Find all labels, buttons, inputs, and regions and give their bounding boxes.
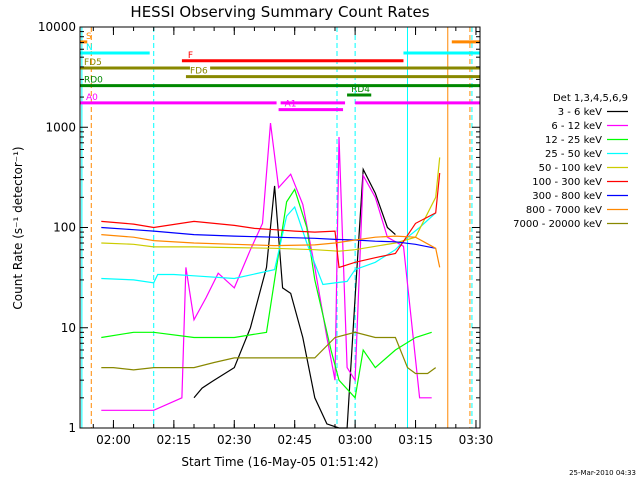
- x-tick-label: 02:30: [217, 433, 252, 447]
- legend-entry-label: 50 - 100 keV: [539, 163, 603, 174]
- x-tick-label: 02:00: [96, 433, 131, 447]
- legend: Det 1,3,4,5,6,9 3 - 6 keV 6 - 12 keV 12 - …: [513, 93, 628, 230]
- flag-label: N: [86, 43, 93, 53]
- x-tick-label: 02:15: [157, 433, 192, 447]
- y-tick-label: 10000: [38, 20, 76, 34]
- series-line: [101, 234, 441, 268]
- y-tick-label: 1: [68, 421, 76, 435]
- y-axis-label: Count Rate (s⁻¹ detector⁻¹): [11, 146, 25, 309]
- series-line: [101, 157, 441, 252]
- x-tick-label: 03:00: [338, 433, 373, 447]
- flag-label: A1: [285, 100, 297, 110]
- series-line: [101, 123, 432, 411]
- legend-entry-label: 100 - 300 keV: [532, 177, 602, 188]
- flag-label: FD5: [84, 58, 102, 68]
- timestamp: 25-Mar-2010 04:33: [569, 469, 636, 477]
- legend-entry-label: 300 - 800 keV: [532, 191, 602, 202]
- flag-label: RD0: [84, 76, 103, 86]
- legend-entry-label: 25 - 50 keV: [545, 149, 602, 160]
- y-tick-label: 100: [53, 221, 76, 235]
- x-axis-label: Start Time (16-May-05 01:51:42): [181, 455, 378, 469]
- x-tick-label: 03:30: [459, 433, 494, 447]
- chart-title: HESSI Observing Summary Count Rates: [130, 3, 429, 21]
- legend-entry-label: 7000 - 20000 keV: [513, 219, 602, 230]
- flag-label: RD4: [351, 85, 370, 95]
- legend-entry-label: 800 - 7000 keV: [526, 205, 602, 216]
- series-line: [101, 188, 432, 400]
- legend-entry-label: 6 - 12 keV: [551, 121, 602, 132]
- legend-entry-label: 3 - 6 keV: [558, 107, 602, 118]
- series-line: [101, 331, 437, 375]
- x-tick-label: 03:15: [398, 433, 433, 447]
- legend-title: Det 1,3,4,5,6,9: [553, 93, 628, 104]
- flag-label: F: [188, 51, 193, 61]
- series-line: [193, 167, 396, 429]
- flag-label: A0: [86, 93, 98, 103]
- flag-label: FD6: [190, 67, 208, 77]
- series-line: [101, 172, 441, 269]
- legend-entry-label: 12 - 25 keV: [545, 135, 602, 146]
- flag-label: S: [86, 32, 92, 42]
- x-tick-label: 02:45: [277, 433, 312, 447]
- series-line: [101, 205, 437, 286]
- series-line: [101, 226, 436, 249]
- y-tick-label: 10: [61, 321, 76, 335]
- y-tick-label: 1000: [45, 120, 76, 134]
